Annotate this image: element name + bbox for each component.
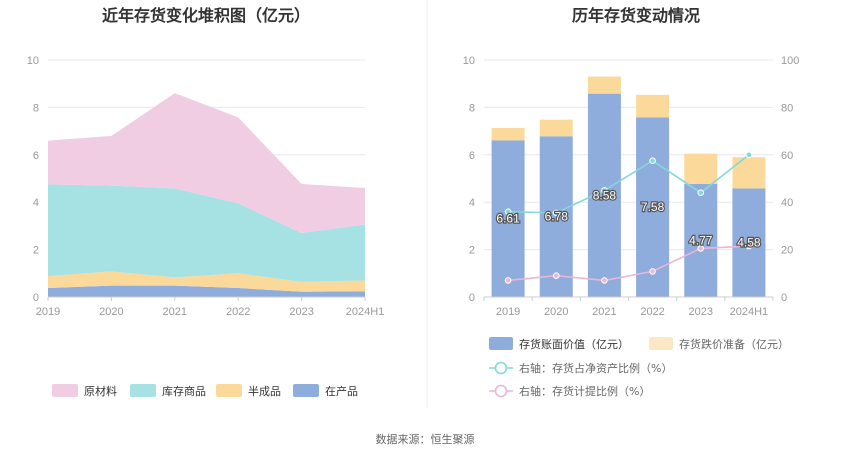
right-y-tick-label: 4: [469, 197, 475, 209]
area-series--: [48, 271, 365, 292]
bar-provision: [636, 94, 670, 118]
left-x-tick-label: 2024H1: [346, 306, 385, 318]
right-y2-tick-label: 100: [781, 55, 799, 67]
bar-value-label: 7.58: [641, 200, 665, 214]
legend-swatch-bar-provision: [649, 337, 673, 350]
left-y-tick-label: 2: [33, 245, 39, 257]
bar-provision: [684, 153, 718, 184]
right-chart-bars: [491, 76, 766, 298]
bar-value-label: 4.58: [737, 236, 761, 250]
bar-value-label: 8.58: [593, 188, 617, 202]
right-chart-legend: 存货账面价值（亿元） 存货跌价准备（亿元） 右轴：存货占净资产比例（%） 右轴：存货计…: [489, 337, 789, 398]
right-y-tick-label: 6: [469, 150, 475, 162]
left-x-tick-label: 2023: [289, 306, 313, 318]
right-chart-lines: [504, 151, 753, 284]
right-y2-tick-label: 40: [781, 197, 793, 209]
area-series--: [48, 285, 365, 297]
right-y2-tick-label: 80: [781, 102, 793, 114]
source-note: 数据来源：恒生聚源: [376, 432, 475, 446]
right-y-tick-label: 10: [463, 55, 475, 67]
legend-label: 存货账面价值（亿元）: [519, 337, 629, 351]
left-chart-title: 近年存货变化堆积图（亿元）: [102, 6, 310, 25]
legend-label: 原材料: [84, 384, 117, 398]
right-y-tick-label: 8: [469, 102, 475, 114]
left-x-tick-label: 2022: [226, 306, 250, 318]
right-chart-bar-labels: 6.61 6.78 8.58 7.58 4.77 4.58: [495, 187, 762, 251]
legend-swatch--: [130, 384, 156, 397]
bar-book-value: [491, 140, 525, 297]
left-chart-legend: 原材料 库存商品 半成品 在产品: [52, 384, 358, 398]
left-y-tick-label: 8: [33, 102, 39, 114]
legend-line-marker: [494, 384, 508, 398]
legend-label: 半成品: [248, 384, 281, 398]
point-provision-ratio: [552, 272, 560, 279]
left-y-tick-label: 6: [33, 150, 39, 162]
legend-label: 右轴：存货占净资产比例（%）: [519, 361, 672, 375]
right-chart-title: 历年存货变动情况: [572, 6, 700, 25]
legend-label: 右轴：存货计提比例（%）: [519, 384, 650, 398]
point-provision-ratio: [745, 242, 753, 250]
legend-swatch-bar-book-value: [489, 337, 513, 350]
left-x-tick-label: 2019: [36, 306, 60, 318]
bar-provision: [732, 157, 766, 189]
right-x-tick-label: 2019: [496, 306, 520, 318]
left-y-tick-label: 10: [27, 55, 39, 67]
bar-book-value: [732, 188, 766, 297]
point-net-asset-ratio: [552, 209, 560, 217]
right-x-tick-label: 2024H1: [730, 306, 769, 318]
bar-value-label: 6.61: [496, 212, 520, 226]
right-chart-grid: [484, 59, 773, 251]
right-y2-tick-label: 20: [781, 245, 793, 257]
left-y-tick-label: 4: [33, 197, 39, 209]
bar-book-value: [684, 183, 718, 297]
right-y-tick-label: 0: [469, 292, 475, 304]
legend-label: 在产品: [325, 384, 358, 398]
point-net-asset-ratio: [504, 208, 512, 215]
right-y2-tick-label: 60: [781, 150, 793, 162]
right-x-tick-label: 2023: [689, 306, 713, 318]
point-net-asset-ratio: [697, 189, 705, 197]
area-series--: [48, 93, 365, 234]
left-x-tick-label: 2020: [99, 306, 123, 318]
right-y-tick-label: 2: [469, 245, 475, 257]
point-net-asset-ratio: [601, 187, 608, 194]
line-provision-ratio: [508, 245, 749, 282]
point-provision-ratio: [649, 268, 656, 275]
left-chart-axis: 0 2 4 6 8 10 2019 2020 2021 2022 2023 2024H1: [27, 55, 385, 318]
line-net-asset-ratio: [508, 154, 750, 214]
point-net-asset-ratio: [745, 151, 753, 159]
point-provision-ratio: [697, 245, 705, 252]
bar-value-label: 4.77: [689, 233, 713, 247]
left-chart-areas: [48, 93, 365, 297]
legend-label: 存货跌价准备（亿元）: [679, 337, 789, 351]
legend-swatch--: [216, 384, 242, 397]
point-net-asset-ratio: [649, 157, 656, 165]
bar-value-label: 6.78: [545, 210, 569, 224]
legend-line-marker: [494, 361, 508, 375]
left-y-tick-label: 0: [33, 292, 39, 304]
right-x-tick-label: 2020: [544, 306, 568, 318]
legend-swatch--: [293, 384, 319, 397]
point-provision-ratio: [504, 277, 512, 284]
bar-book-value: [636, 117, 670, 297]
bar-provision: [539, 119, 573, 137]
right-x-tick-label: 2021: [592, 306, 616, 318]
right-y2-tick-label: 0: [781, 292, 787, 304]
legend-label: 库存商品: [162, 384, 206, 398]
left-x-tick-label: 2021: [163, 306, 187, 318]
right-x-tick-label: 2022: [640, 306, 664, 318]
point-provision-ratio: [601, 277, 608, 284]
area-series--: [48, 184, 365, 282]
bar-provision: [587, 76, 621, 94]
bar-provision: [491, 128, 525, 141]
bar-book-value: [539, 136, 573, 297]
legend-swatch--: [52, 384, 78, 397]
